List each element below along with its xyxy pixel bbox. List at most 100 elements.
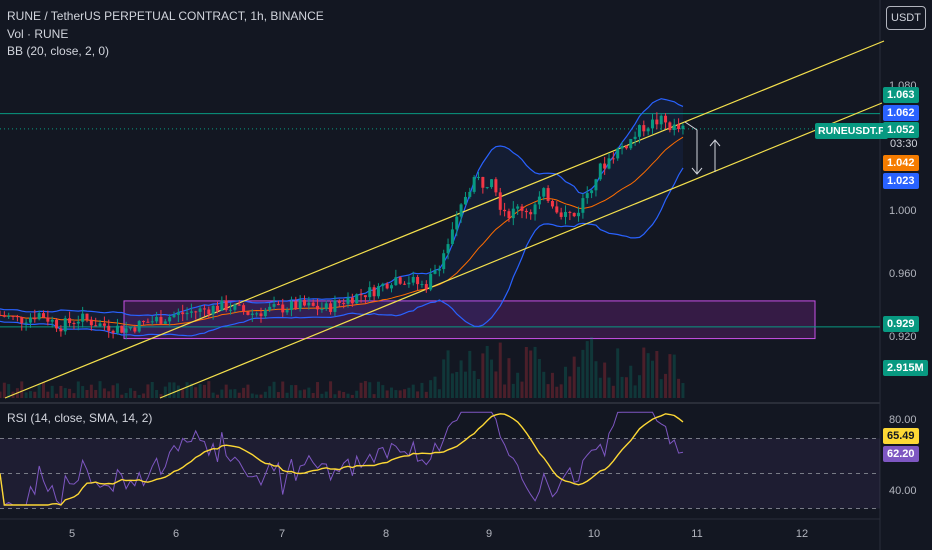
time-tick: 11 [691, 528, 703, 540]
candle-body [433, 270, 437, 274]
candle-body [63, 318, 67, 332]
candle-body [155, 316, 159, 322]
candle-body [185, 312, 189, 315]
volume-bar [442, 359, 446, 398]
candle-body [294, 301, 298, 309]
candle-body [568, 211, 572, 213]
candle-body [333, 300, 337, 312]
volume-bar [98, 381, 102, 398]
candle-body [146, 321, 150, 323]
candle-body [20, 316, 24, 324]
arrow-down [684, 121, 703, 175]
volume-bar [129, 388, 132, 398]
volume-bar [577, 366, 581, 398]
candle-body [194, 311, 198, 313]
bb-basis-line [0, 136, 684, 326]
candle-body [359, 294, 363, 296]
currency-button[interactable]: USDT [886, 6, 926, 30]
candle-body [468, 191, 472, 197]
candle-body [555, 206, 559, 213]
volume-legend[interactable]: Vol · RUNE [7, 27, 69, 41]
candle-body [442, 253, 446, 270]
volume-bar [316, 382, 320, 398]
volume-bar [681, 383, 685, 398]
candle-body [55, 319, 59, 329]
volume-bar [677, 378, 681, 398]
rsi-legend[interactable]: RSI (14, close, SMA, 14, 2) [7, 411, 153, 425]
volume-bar [376, 381, 380, 398]
candle-body [172, 314, 176, 318]
volume-bar [390, 387, 393, 398]
volume-bar [198, 384, 202, 398]
candle-body [490, 179, 494, 188]
volume-bar [272, 381, 276, 398]
bb-lower-line [0, 167, 684, 337]
last-price-badge: 1.052 [883, 122, 919, 138]
channel-upper-line [4, 40, 885, 399]
candle-body [577, 212, 581, 217]
candle-body [133, 327, 137, 332]
time-tick: 8 [382, 528, 390, 540]
candle-body [229, 309, 233, 311]
candle-body [224, 300, 228, 310]
volume-bar [646, 353, 650, 398]
candle-body [42, 313, 45, 318]
volume-bar [459, 360, 463, 398]
candle-body [242, 305, 246, 312]
candle-body [159, 316, 163, 324]
volume-bar [355, 390, 359, 398]
time-tick: 10 [587, 528, 601, 540]
candle-body [0, 315, 2, 317]
candle-body [129, 327, 132, 329]
volume-bar [142, 393, 146, 398]
symbol-badge: RUNEUSDT.P [815, 123, 889, 139]
candle-body [598, 163, 602, 180]
volume-bar [172, 382, 176, 398]
candle-body [542, 188, 546, 197]
candle-body [390, 285, 393, 289]
candle-body [594, 179, 598, 191]
candle-body [7, 315, 11, 317]
bb-lower-badge: 1.023 [883, 173, 919, 189]
candle-body [603, 163, 607, 169]
volume-bar [342, 391, 346, 398]
bollinger-legend[interactable]: BB (20, close, 2, 0) [7, 44, 110, 58]
candle-body [459, 204, 463, 217]
rsi-badge: 65.49 [883, 428, 919, 444]
trend-channel [4, 40, 885, 399]
candle-body [163, 321, 167, 324]
volume-bar [163, 386, 167, 398]
volume-bar [202, 384, 206, 398]
rsi-line [0, 411, 684, 506]
volume-bar [289, 385, 293, 398]
price-tick: 0.960 [889, 268, 917, 280]
candle-body [107, 325, 111, 331]
volume-bar [533, 346, 537, 398]
horizontal-lines [0, 113, 880, 328]
volume-bar [537, 358, 541, 398]
candle-body [268, 306, 272, 311]
candle-body [472, 177, 476, 192]
candle-body [237, 304, 241, 306]
candle-body [324, 303, 328, 310]
candle-body [102, 323, 106, 326]
candle-body [329, 303, 333, 312]
candle-body [346, 297, 350, 304]
candle-body [533, 204, 537, 215]
candle-body [276, 304, 280, 306]
volume-bar [59, 385, 63, 398]
candle-body [211, 305, 215, 315]
candle-body [481, 176, 485, 188]
candle-body [642, 125, 646, 132]
candle-body [50, 319, 54, 322]
rsi-ma-badge: 62.20 [883, 446, 919, 462]
candle-body [342, 302, 346, 304]
volume-bar [394, 390, 398, 398]
candle-body [137, 321, 141, 332]
volume-bar [85, 389, 89, 398]
volume-bar [207, 381, 211, 398]
candle-body [33, 317, 37, 320]
arrow-up [709, 139, 721, 172]
candle-body [494, 179, 498, 193]
